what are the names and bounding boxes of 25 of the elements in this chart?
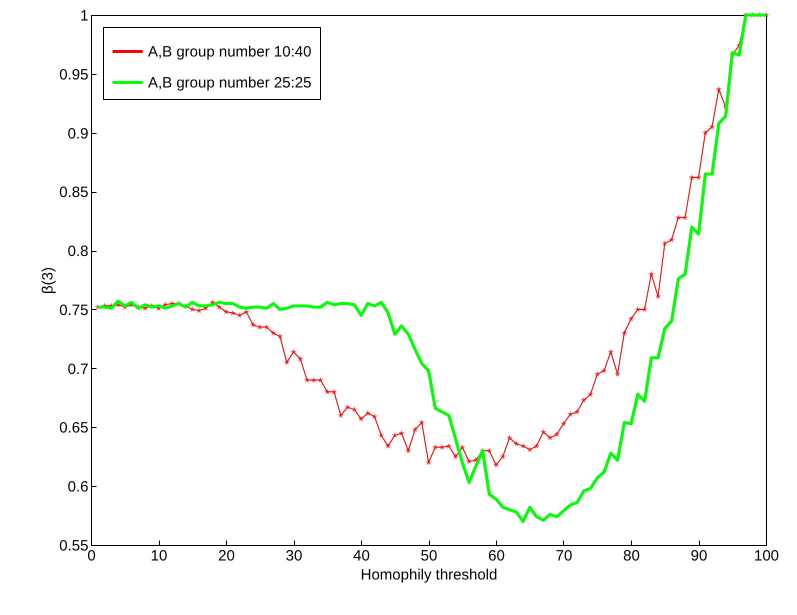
legend-label: A,B group number 25:25 xyxy=(148,74,312,92)
y-tick-label: 0.95 xyxy=(59,66,88,84)
legend-label: A,B group number 10:40 xyxy=(148,44,312,60)
x-tick-label: 80 xyxy=(623,548,640,564)
y-tick-label: 0.75 xyxy=(59,302,88,319)
y-tick-label: 0.9 xyxy=(68,125,88,142)
x-tick-label: 10 xyxy=(150,548,168,564)
y-axis-title: β(3) xyxy=(39,267,56,294)
x-tick-label: 30 xyxy=(286,548,302,564)
x-axis-title: Homophily threshold xyxy=(360,566,498,584)
y-tick-label: 0.85 xyxy=(59,184,88,202)
x-tick-label: 40 xyxy=(353,548,370,564)
y-tick-label: 1 xyxy=(80,8,88,24)
y-tick-label: 0.65 xyxy=(59,420,88,437)
y-tick-label: 0.7 xyxy=(68,360,88,378)
x-tick-label: 20 xyxy=(218,548,235,564)
y-tick-label: 0.55 xyxy=(59,538,88,554)
x-tick-label: 70 xyxy=(556,548,572,564)
y-tick-label: 0.6 xyxy=(68,478,88,496)
y-tick-label: 0.8 xyxy=(68,243,88,260)
x-tick-label: 100 xyxy=(754,548,780,564)
x-tick-label: 90 xyxy=(690,548,708,564)
x-tick-label: 60 xyxy=(488,548,505,564)
x-tick-label: 0 xyxy=(87,548,96,564)
x-tick-label: 50 xyxy=(420,548,438,564)
